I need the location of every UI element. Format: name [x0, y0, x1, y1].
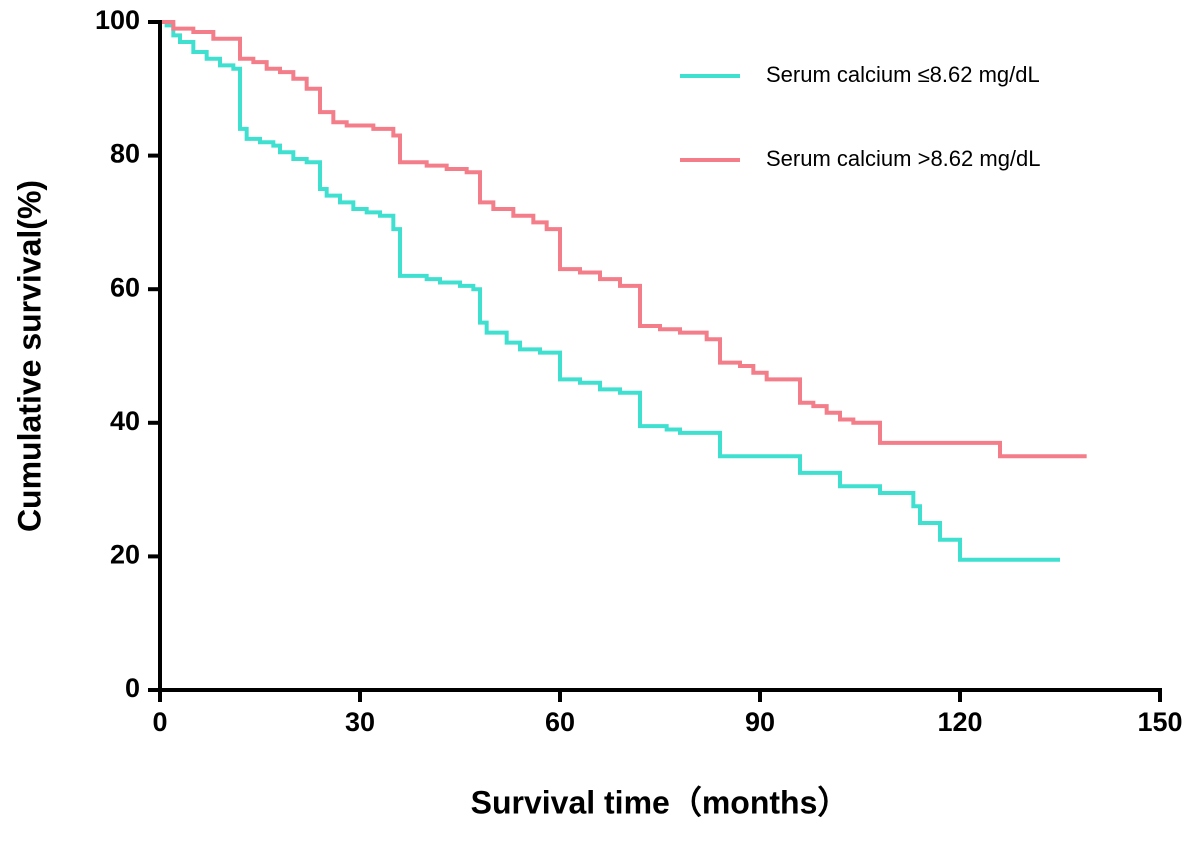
legend-label: Serum calcium >8.62 mg/dL: [766, 146, 1041, 171]
y-tick-label: 20: [110, 540, 140, 570]
y-tick-label: 40: [110, 406, 140, 436]
x-axis-title: Survival time（months）: [471, 784, 850, 820]
x-tick-label: 90: [745, 707, 775, 737]
y-tick-label: 100: [95, 5, 140, 35]
survival-curve: [160, 20, 1060, 562]
y-tick-label: 80: [110, 139, 140, 169]
y-tick-label: 60: [110, 272, 140, 302]
x-tick-label: 30: [345, 707, 375, 737]
x-tick-label: 60: [545, 707, 575, 737]
legend-label: Serum calcium ≤8.62 mg/dL: [766, 62, 1040, 87]
x-tick-label: 150: [1137, 707, 1182, 737]
y-axis-title: Cumulative survival(%): [11, 180, 47, 532]
survival-curve: [160, 20, 1087, 459]
x-tick-label: 0: [152, 707, 167, 737]
y-tick-label: 0: [125, 673, 140, 703]
x-tick-label: 120: [937, 707, 982, 737]
